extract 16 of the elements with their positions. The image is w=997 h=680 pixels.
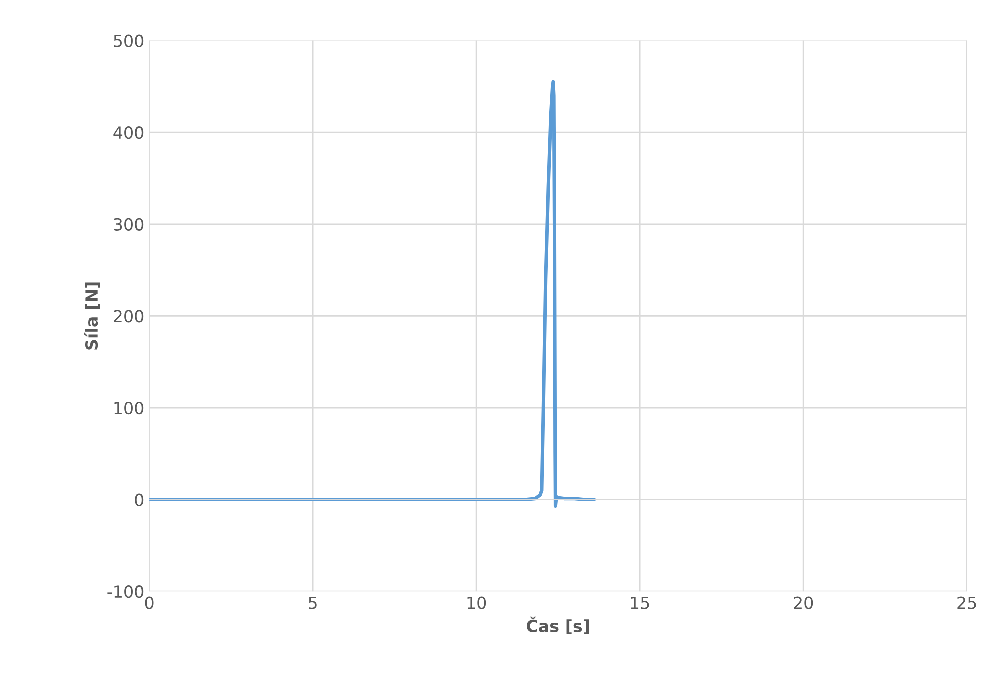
x-tick-label: 0 — [145, 596, 154, 610]
y-axis-title: Síla [N] — [84, 282, 100, 350]
x-tick-label: 15 — [631, 596, 650, 610]
line-series — [150, 80, 596, 508]
y-tick-label: 200 — [114, 310, 144, 323]
y-tick-label: 400 — [114, 126, 144, 140]
x-axis-title: Čas [s] — [526, 616, 590, 634]
x-tick-label: 5 — [309, 596, 317, 610]
x-tick-label: 25 — [958, 596, 976, 610]
x-tick-label: 20 — [794, 596, 814, 610]
y-tick-label: 500 — [114, 34, 144, 48]
x-tick-label: 10 — [468, 596, 486, 610]
y-tick-label: 300 — [114, 218, 144, 231]
y-tick-label: 100 — [114, 402, 144, 415]
y-tick-label: 0 — [135, 494, 144, 506]
y-tick-label: -100 — [108, 586, 144, 598]
